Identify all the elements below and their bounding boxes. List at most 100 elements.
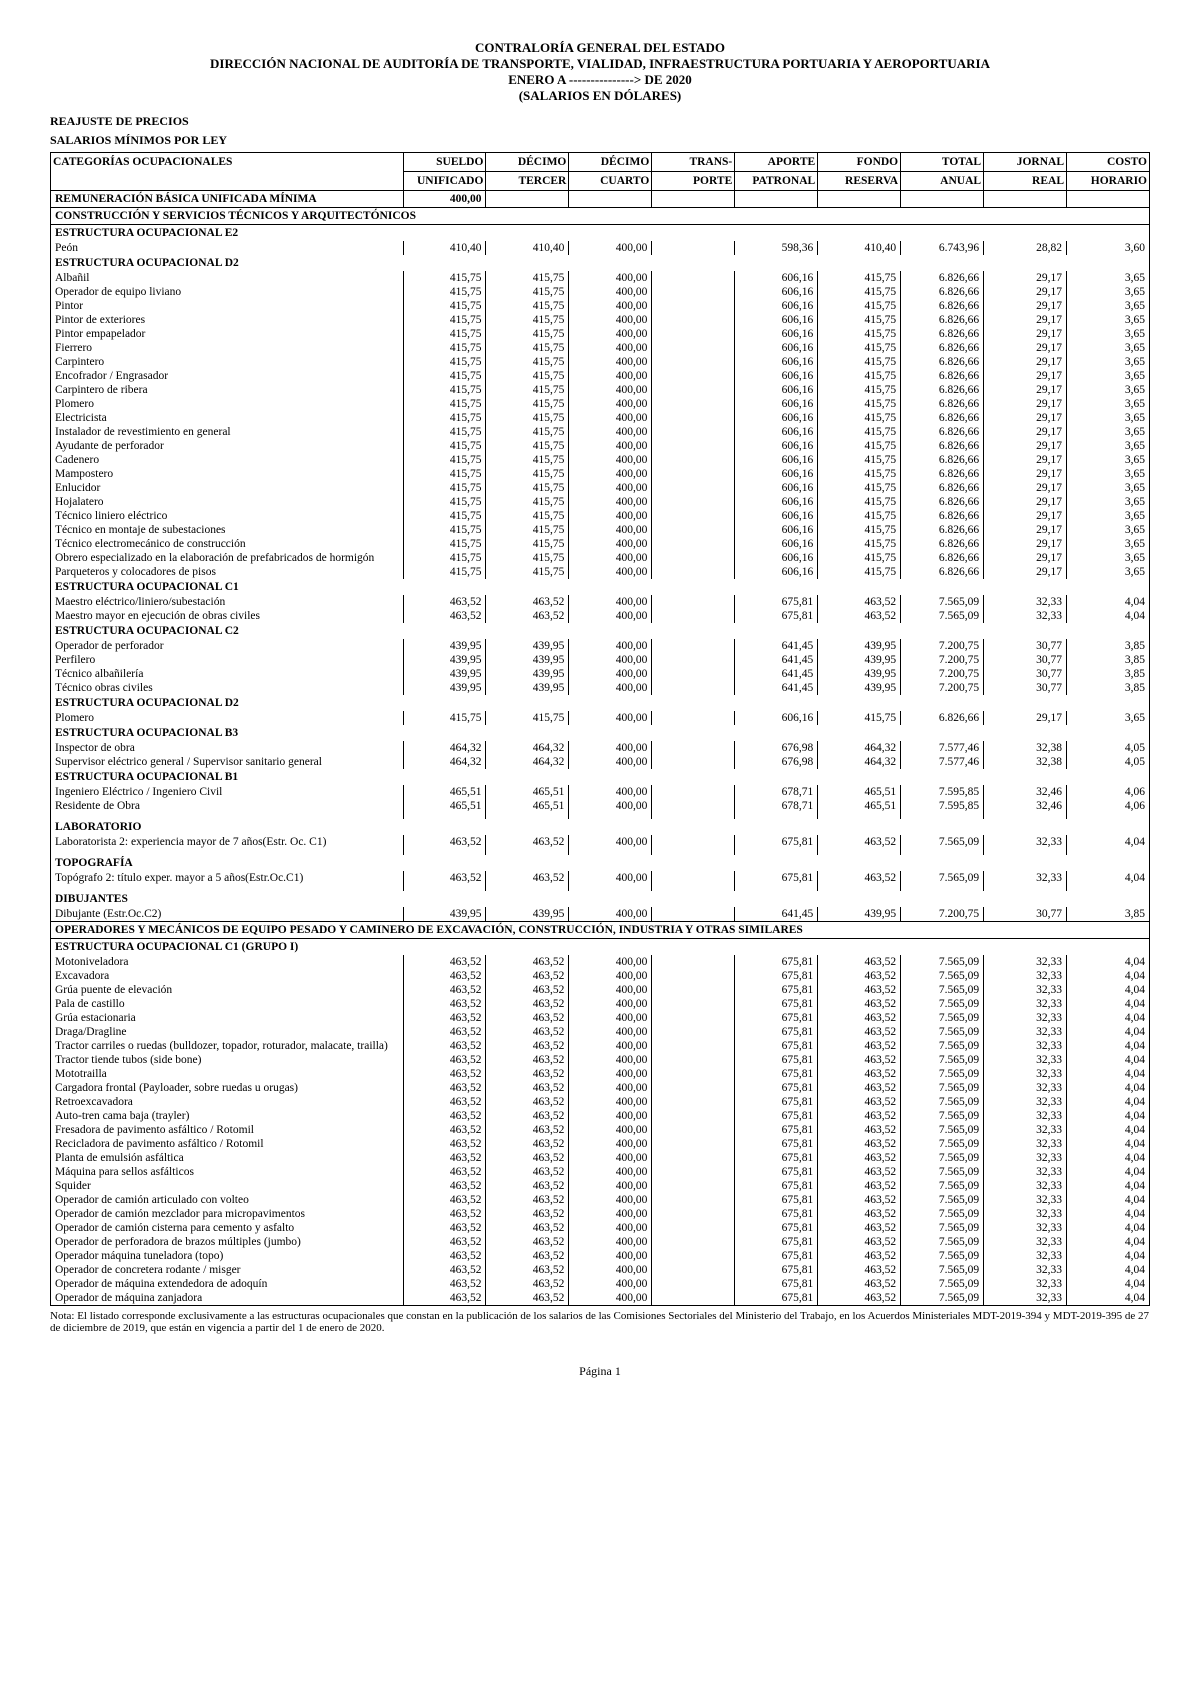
table-row: Pintor empapelador415,75415,75400,00606,… [51, 327, 1150, 341]
row-value: 400,00 [569, 1039, 652, 1053]
row-value: 6.826,66 [901, 495, 984, 509]
row-label: Operador de camión articulado con volteo [51, 1193, 404, 1207]
row-value: 4,04 [1067, 1165, 1150, 1179]
header-line2: DIRECCIÓN NACIONAL DE AUDITORÍA DE TRANS… [50, 56, 1150, 72]
row-value: 463,52 [403, 1235, 486, 1249]
row-value: 30,77 [984, 907, 1067, 922]
row-value: 7.565,09 [901, 1277, 984, 1291]
table-row: Encofrador / Engrasador415,75415,75400,0… [51, 369, 1150, 383]
row-value: 400,00 [569, 565, 652, 579]
row-value: 4,04 [1067, 1081, 1150, 1095]
subsection-row: ESTRUCTURA OCUPACIONAL D2 [51, 695, 1150, 711]
row-value: 675,81 [735, 969, 818, 983]
row-value: 464,32 [403, 755, 486, 769]
row-value: 28,82 [984, 241, 1067, 255]
row-value: 400,00 [569, 609, 652, 623]
row-value: 606,16 [735, 411, 818, 425]
row-value: 463,52 [403, 955, 486, 969]
row-value [652, 1179, 735, 1193]
row-value: 463,52 [818, 969, 901, 983]
table-row: Obrero especializado en la elaboración d… [51, 551, 1150, 565]
row-value: 675,81 [735, 1109, 818, 1123]
row-value: 415,75 [403, 495, 486, 509]
row-value: 7.565,09 [901, 1039, 984, 1053]
th-c3b: CUARTO [569, 172, 652, 191]
row-value: 6.826,66 [901, 467, 984, 481]
row-label: Pintor empapelador [51, 327, 404, 341]
row-label: Cargadora frontal (Payloader, sobre rued… [51, 1081, 404, 1095]
row-value: 463,52 [486, 1291, 569, 1306]
row-value [652, 271, 735, 285]
row-value: 400,00 [569, 509, 652, 523]
row-value: 463,52 [486, 1109, 569, 1123]
row-value: 4,04 [1067, 1235, 1150, 1249]
table-row: Instalador de revestimiento en general41… [51, 425, 1150, 439]
table-row: Carpintero415,75415,75400,00606,16415,75… [51, 355, 1150, 369]
row-value: 6.826,66 [901, 509, 984, 523]
row-value: 7.565,09 [901, 1123, 984, 1137]
row-value: 7.565,09 [901, 1151, 984, 1165]
row-value: 641,45 [735, 653, 818, 667]
row-value: 400,00 [569, 1235, 652, 1249]
row-value: 465,51 [403, 785, 486, 799]
row-value: 415,75 [818, 355, 901, 369]
row-value: 675,81 [735, 1291, 818, 1306]
row-value: 7.565,09 [901, 609, 984, 623]
row-value: 606,16 [735, 341, 818, 355]
row-label: Maestro eléctrico/liniero/subestación [51, 595, 404, 609]
row-value: 4,04 [1067, 1207, 1150, 1221]
subsection-label: ESTRUCTURA OCUPACIONAL B1 [51, 769, 1150, 785]
row-label: Operador de concretera rodante / misger [51, 1263, 404, 1277]
row-value [652, 907, 735, 922]
th-c6b: RESERVA [818, 172, 901, 191]
row-value: 3,65 [1067, 481, 1150, 495]
table-row: Fresadora de pavimento asfáltico / Rotom… [51, 1123, 1150, 1137]
row-label: Técnico liniero eléctrico [51, 509, 404, 523]
table-row: Técnico albañilería439,95439,95400,00641… [51, 667, 1150, 681]
row-label: Tractor carriles o ruedas (bulldozer, to… [51, 1039, 404, 1053]
row-value: 400,00 [569, 1263, 652, 1277]
row-value: 415,75 [403, 299, 486, 313]
row-value: 415,75 [818, 453, 901, 467]
row-value: 3,65 [1067, 327, 1150, 341]
row-value: 400,00 [569, 1179, 652, 1193]
row-value: 415,75 [818, 537, 901, 551]
table-row: Retroexcavadora463,52463,52400,00675,814… [51, 1095, 1150, 1109]
row-value: 415,75 [403, 285, 486, 299]
row-value: 463,52 [818, 983, 901, 997]
row-label: Operador de perforadora de brazos múltip… [51, 1235, 404, 1249]
table-row: Carpintero de ribera415,75415,75400,0060… [51, 383, 1150, 397]
row-value [652, 871, 735, 885]
row-value: 7.565,09 [901, 1095, 984, 1109]
row-value: 3,65 [1067, 341, 1150, 355]
row-label: Motoniveladora [51, 955, 404, 969]
row-value: 29,17 [984, 495, 1067, 509]
row-value: 415,75 [403, 341, 486, 355]
row-value: 400,00 [569, 411, 652, 425]
row-value: 30,77 [984, 639, 1067, 653]
row-value: 400,00 [569, 313, 652, 327]
row-value: 675,81 [735, 1011, 818, 1025]
row-value [652, 1109, 735, 1123]
row-value: 4,05 [1067, 741, 1150, 755]
row-value [652, 639, 735, 653]
row-value: 463,52 [486, 1235, 569, 1249]
row-label: Operador de máquina zanjadora [51, 1291, 404, 1306]
row-value: 6.826,66 [901, 453, 984, 467]
row-value: 3,65 [1067, 453, 1150, 467]
row-value: 463,52 [403, 1109, 486, 1123]
row-label: Carpintero [51, 355, 404, 369]
row-value: 606,16 [735, 495, 818, 509]
row-value [652, 509, 735, 523]
row-value: 4,04 [1067, 1025, 1150, 1039]
row-value: 32,33 [984, 595, 1067, 609]
row-value: 463,52 [403, 983, 486, 997]
row-value: 29,17 [984, 425, 1067, 439]
table-row: Pala de castillo463,52463,52400,00675,81… [51, 997, 1150, 1011]
row-value [652, 565, 735, 579]
row-value: 463,52 [403, 1025, 486, 1039]
row-value: 7.595,85 [901, 785, 984, 799]
row-value: 463,52 [486, 595, 569, 609]
row-label: Operador máquina tuneladora (topo) [51, 1249, 404, 1263]
row-value: 32,33 [984, 969, 1067, 983]
